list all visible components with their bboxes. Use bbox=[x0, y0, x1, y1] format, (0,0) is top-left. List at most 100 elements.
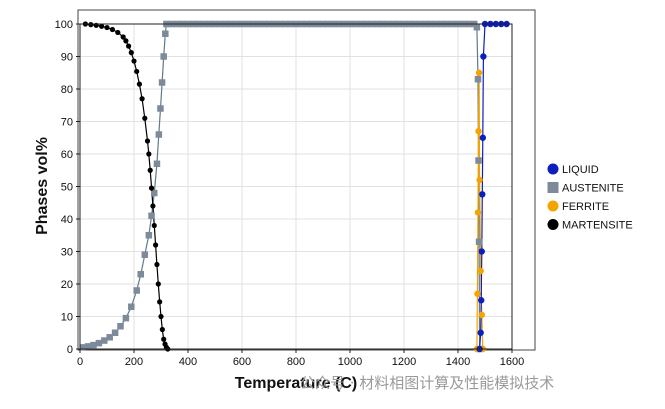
x-tick-label-1: 200 bbox=[125, 356, 143, 368]
point-austenite-0 bbox=[79, 344, 86, 351]
x-axis-title: Temperature (C) bbox=[235, 375, 357, 392]
point-austenite-2 bbox=[90, 341, 97, 349]
point-austenite-80 bbox=[473, 24, 481, 31]
point-martensite-19 bbox=[148, 185, 155, 191]
point-austenite-12 bbox=[141, 251, 149, 258]
point-austenite-9 bbox=[128, 303, 135, 310]
y-tick-label-5: 50 bbox=[61, 182, 73, 194]
y-tick-label-4: 40 bbox=[61, 214, 73, 226]
x-tick-labels: 0 200 400 600 800 1000 1200 1400 1600 bbox=[77, 349, 524, 368]
point-martensite-18 bbox=[147, 167, 153, 173]
point-austenite-10 bbox=[133, 287, 140, 294]
point-martensite-11 bbox=[131, 58, 137, 64]
x-tick-label-6: 1200 bbox=[392, 356, 416, 368]
point-austenite-13 bbox=[145, 232, 153, 239]
point-liquid-4 bbox=[479, 191, 486, 198]
point-liquid-1 bbox=[477, 329, 484, 336]
y-tick-label-0: 0 bbox=[67, 344, 73, 356]
point-martensite-5 bbox=[109, 26, 115, 33]
point-austenite-19 bbox=[158, 79, 166, 86]
point-martensite-9 bbox=[126, 43, 132, 49]
legend-swatch-liquid bbox=[547, 163, 559, 175]
point-martensite-27 bbox=[159, 326, 165, 333]
point-martensite-22 bbox=[153, 242, 159, 248]
point-martensite-21 bbox=[151, 222, 157, 229]
legend-swatch-martensite bbox=[547, 219, 559, 230]
point-austenite-7 bbox=[117, 323, 124, 330]
point-austenite-3 bbox=[95, 339, 103, 347]
point-martensite-20 bbox=[150, 203, 156, 209]
point-martensite-10 bbox=[128, 50, 134, 56]
point-martensite-14 bbox=[139, 96, 145, 102]
point-austenite-83 bbox=[475, 238, 483, 245]
y-tick-label-7: 70 bbox=[61, 117, 73, 129]
point-martensite-3 bbox=[99, 23, 105, 29]
y-tick-labels: 0 10 20 30 40 50 60 70 80 90 100 bbox=[55, 19, 80, 356]
point-martensite-8 bbox=[123, 38, 129, 44]
point-austenite-4 bbox=[101, 337, 108, 344]
point-austenite-15 bbox=[151, 189, 158, 197]
legend-label-martensite: MARTENSITE bbox=[562, 220, 633, 232]
point-ferrite-6 bbox=[477, 267, 484, 275]
point-ferrite-2 bbox=[474, 209, 482, 216]
point-ferrite-5 bbox=[476, 176, 483, 184]
x-tick-label-0: 0 bbox=[77, 356, 83, 368]
legend-label-austenite: AUSTENITE bbox=[562, 183, 624, 195]
point-austenite-1 bbox=[84, 343, 92, 350]
point-austenite-6 bbox=[111, 329, 119, 336]
point-martensite-25 bbox=[157, 299, 163, 305]
legend-swatch-austenite bbox=[547, 182, 559, 193]
point-martensite-2 bbox=[93, 22, 99, 28]
point-austenite-11 bbox=[137, 271, 144, 278]
grid bbox=[79, 23, 513, 350]
point-martensite-16 bbox=[144, 138, 151, 144]
y-tick-label-3: 30 bbox=[61, 247, 73, 259]
point-martensite-1 bbox=[88, 22, 94, 28]
point-liquid-2 bbox=[478, 297, 485, 304]
point-austenite-81 bbox=[474, 76, 482, 83]
point-austenite-14 bbox=[148, 212, 155, 219]
point-martensite-4 bbox=[104, 24, 110, 31]
point-ferrite-3 bbox=[475, 128, 482, 135]
point-martensite-24 bbox=[155, 281, 161, 287]
legend-label-ferrite: FERRITE bbox=[562, 201, 609, 213]
point-martensite-12 bbox=[134, 68, 140, 75]
point-austenite-8 bbox=[122, 314, 130, 322]
point-austenite-16 bbox=[153, 160, 161, 167]
point-austenite-20 bbox=[160, 53, 167, 60]
legend-swatch-ferrite bbox=[547, 200, 559, 212]
y-axis-title: Phases vol% bbox=[34, 137, 51, 235]
point-martensite-28 bbox=[161, 336, 167, 342]
plot-frame bbox=[77, 9, 536, 351]
x-tick-label-4: 800 bbox=[287, 356, 305, 368]
y-tick-label-6: 60 bbox=[61, 149, 73, 161]
point-austenite-5 bbox=[106, 334, 113, 341]
watermark-text: 公众号 · 材料相图计算及性能模拟技术 bbox=[300, 374, 555, 392]
point-martensite-13 bbox=[136, 81, 142, 87]
x-tick-label-7: 1400 bbox=[446, 356, 470, 368]
point-martensite-26 bbox=[158, 313, 164, 320]
point-ferrite-1 bbox=[474, 290, 481, 297]
point-liquid-5 bbox=[479, 134, 487, 141]
legend: LIQUID AUSTENITE FERRITE MARTENSITE bbox=[547, 163, 633, 232]
point-martensite-7 bbox=[120, 34, 126, 40]
y-tick-label-2: 20 bbox=[61, 279, 73, 291]
y-tick-label-9: 90 bbox=[61, 52, 73, 64]
point-austenite-21 bbox=[162, 30, 169, 37]
x-tick-label-8: 1600 bbox=[500, 356, 524, 368]
legend-label-liquid: LIQUID bbox=[562, 164, 599, 176]
y-tick-label-8: 80 bbox=[61, 84, 73, 96]
y-tick-label-10: 100 bbox=[55, 19, 73, 31]
point-liquid-6 bbox=[480, 53, 487, 60]
point-martensite-15 bbox=[142, 115, 148, 121]
point-martensite-23 bbox=[154, 261, 160, 268]
point-ferrite-4 bbox=[475, 69, 483, 76]
x-tick-label-2: 400 bbox=[179, 356, 197, 368]
point-austenite-82 bbox=[475, 157, 482, 164]
point-martensite-17 bbox=[146, 151, 152, 157]
x-tick-label-5: 1000 bbox=[338, 356, 362, 368]
y-tick-label-1: 10 bbox=[61, 312, 73, 324]
point-austenite-18 bbox=[157, 105, 164, 112]
point-ferrite-7 bbox=[478, 311, 485, 319]
